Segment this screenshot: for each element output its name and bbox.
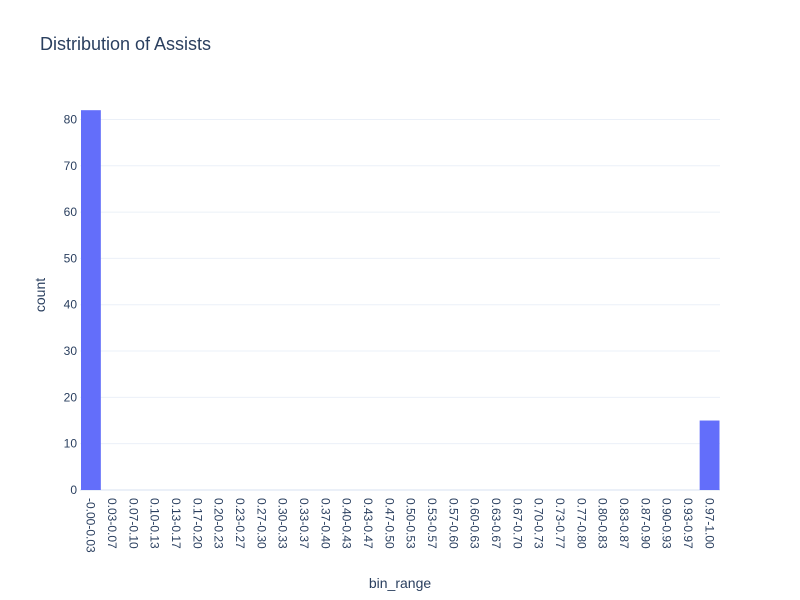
x-tick-label: 0.80-0.83 (596, 498, 610, 549)
bar (699, 420, 720, 490)
x-tick-label: 0.67-0.70 (510, 498, 524, 549)
x-tick-label: 0.97-1.00 (702, 498, 716, 549)
chart-title: Distribution of Assists (40, 34, 211, 54)
y-tick-labels: 0 10 20 30 40 50 60 70 80 (64, 112, 78, 497)
x-tick-label: 0.50-0.53 (404, 498, 418, 549)
y-tick-label: 60 (64, 205, 78, 219)
bar (81, 110, 101, 490)
y-tick-label: 80 (64, 112, 78, 126)
y-tick-label: 30 (64, 344, 78, 358)
x-tick-label: 0.30-0.33 (276, 498, 290, 549)
x-tick-label: 0.27-0.30 (254, 498, 268, 549)
x-tick-label: 0.07-0.10 (126, 498, 140, 549)
y-tick-label: 70 (64, 159, 78, 173)
x-tick-label: 0.57-0.60 (446, 498, 460, 549)
y-axis-title: count (32, 278, 48, 312)
y-tick-label: 10 (64, 437, 78, 451)
x-tick-label: 0.83-0.87 (617, 498, 631, 549)
x-tick-label: 0.20-0.23 (212, 498, 226, 549)
x-tick-label: 0.47-0.50 (382, 498, 396, 549)
x-tick-label: 0.43-0.47 (361, 498, 375, 549)
x-tick-label: 0.13-0.17 (169, 498, 183, 549)
x-tick-label: 0.60-0.63 (468, 498, 482, 549)
x-tick-label: 0.93-0.97 (681, 498, 695, 549)
x-tick-label: 0.37-0.40 (318, 498, 332, 549)
x-tick-label: 0.63-0.67 (489, 498, 503, 549)
x-tick-labels: -0.00-0.03 0.03-0.07 0.07-0.10 0.10-0.13 0.1… (84, 498, 717, 553)
x-axis-title: bin_range (369, 575, 431, 591)
x-tick-label: 0.77-0.80 (574, 498, 588, 549)
x-tick-label: 0.33-0.37 (297, 498, 311, 549)
x-tick-label: 0.40-0.43 (340, 498, 354, 549)
x-tick-label: 0.53-0.57 (425, 498, 439, 549)
bars (81, 110, 720, 490)
y-tick-label: 0 (70, 483, 77, 497)
x-tick-label: 0.03-0.07 (105, 498, 119, 549)
y-tick-label: 50 (64, 251, 78, 265)
y-tick-label: 40 (64, 298, 78, 312)
x-tick-label: -0.00-0.03 (84, 498, 98, 553)
x-tick-label: 0.70-0.73 (532, 498, 546, 549)
x-tick-label: 0.73-0.77 (553, 498, 567, 549)
y-gridlines (80, 118, 720, 491)
x-tick-label: 0.23-0.27 (233, 498, 247, 549)
y-tick-label: 20 (64, 390, 78, 404)
x-tick-label: 0.87-0.90 (638, 498, 652, 549)
x-tick-label: 0.90-0.93 (660, 498, 674, 549)
x-tick-label: 0.17-0.20 (190, 498, 204, 549)
x-tick-label: 0.10-0.13 (148, 498, 162, 549)
